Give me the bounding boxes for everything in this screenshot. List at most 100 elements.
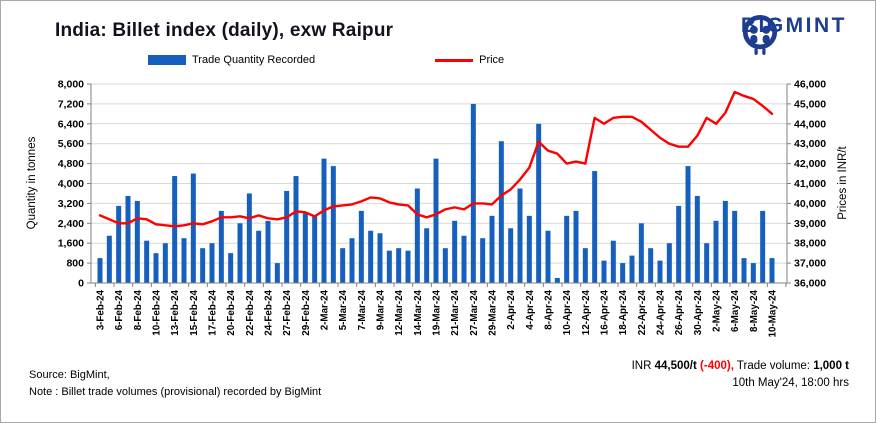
quantity-bar	[377, 233, 383, 283]
x-axis-label: 29-Mar-24	[488, 289, 499, 335]
quantity-bar	[470, 103, 476, 284]
legend-item-price: Price	[435, 54, 504, 66]
bigmint-logo: BIGMINT	[741, 14, 847, 55]
right-axis-tick-label: 42,000	[794, 158, 826, 170]
x-axis-label: 10-Apr-24	[562, 289, 573, 335]
x-axis-label: 8-Feb-24	[133, 289, 144, 330]
quantity-bar	[396, 248, 402, 283]
quantity-bar	[237, 223, 243, 283]
quantity-bar	[106, 235, 112, 283]
x-axis-label: 19-Mar-24	[432, 289, 443, 335]
quantity-bar	[414, 188, 420, 283]
quantity-bar	[312, 215, 318, 283]
x-axis-label: 13-Feb-24	[170, 289, 181, 335]
right-axis-tick-label: 41,000	[794, 178, 826, 190]
x-axis-label: 5-Mar-24	[338, 289, 349, 330]
quantity-bar	[573, 210, 579, 283]
x-axis-label: 15-Feb-24	[189, 289, 200, 335]
left-axis-tick-label: 1,600	[58, 238, 84, 250]
quantity-bar	[358, 210, 364, 283]
quantity-bar	[704, 243, 710, 283]
quantity-bar	[629, 255, 635, 283]
quantity-bar	[424, 228, 430, 283]
quantity-bar	[340, 248, 346, 283]
source-line: Source: BigMint,	[29, 369, 110, 381]
quantity-bar	[200, 248, 206, 283]
x-axis-label: 27-Feb-24	[282, 289, 293, 335]
left-axis-tick-label: 4,800	[58, 158, 84, 170]
x-axis-label: 21-Mar-24	[450, 289, 461, 335]
quantity-bar	[330, 166, 336, 283]
quantity-bar	[293, 176, 299, 283]
x-axis-label: 8-Apr-24	[544, 289, 555, 329]
x-axis-label: 10-Feb-24	[152, 289, 163, 335]
x-axis-label: 20-Feb-24	[226, 289, 237, 335]
right-axis-tick-label: 37,000	[794, 258, 826, 270]
x-axis-label: 6-Feb-24	[114, 289, 125, 330]
x-axis-label: 16-Apr-24	[600, 289, 611, 335]
x-axis-label: 18-Apr-24	[618, 289, 629, 335]
quantity-bar	[190, 173, 196, 283]
source-note: Source: BigMint, Note : Billet trade vol…	[29, 367, 321, 401]
quantity-bar	[722, 200, 728, 283]
quantity-bar	[582, 248, 588, 283]
right-axis-tick-label: 45,000	[794, 98, 826, 110]
x-axis-label: 22-Apr-24	[637, 289, 648, 335]
quantity-bar	[125, 195, 131, 283]
quantity-bar	[162, 243, 168, 283]
quantity-bar	[368, 230, 374, 283]
price-summary-line: INR 44,500/t (-400), Trade volume: 1,000…	[632, 358, 849, 375]
volume-label: Trade volume:	[736, 360, 810, 372]
legend-item-quantity: Trade Quantity Recorded	[148, 54, 315, 66]
quantity-bar	[153, 253, 159, 283]
x-axis-label: 24-Feb-24	[264, 289, 275, 335]
quantity-bar	[209, 243, 215, 283]
left-axis-tick-label: 0	[78, 278, 84, 290]
quantity-bar	[442, 248, 448, 283]
quantity-bar	[349, 238, 355, 283]
quantity-bar	[256, 230, 262, 283]
quantity-bar	[386, 250, 392, 283]
quantity-bar	[461, 235, 467, 283]
bigmint-logo-icon	[742, 15, 777, 55]
note-line: Note : Billet trade volumes (provisional…	[29, 386, 322, 398]
quantity-bar	[694, 195, 700, 283]
quantity-bar	[452, 220, 458, 283]
quantity-bar	[666, 243, 672, 283]
legend-bar-swatch-icon	[148, 55, 186, 65]
left-axis-tick-label: 7,200	[58, 98, 84, 110]
quantity-bar	[554, 278, 560, 283]
latest-price-summary: INR 44,500/t (-400), Trade volume: 1,000…	[632, 358, 849, 392]
quantity-bar	[498, 141, 504, 283]
x-axis-label: 27-Mar-24	[469, 289, 480, 335]
x-axis-label: 9-Mar-24	[376, 289, 387, 330]
left-axis-title: Quantity in tonnes	[26, 136, 38, 229]
quantity-bar	[741, 258, 747, 283]
left-axis-tick-label: 800	[66, 258, 84, 270]
x-axis-label: 8-May-24	[749, 289, 760, 331]
right-axis-tick-label: 46,000	[794, 79, 826, 91]
x-axis-label: 22-Feb-24	[245, 289, 256, 335]
quantity-bar	[648, 248, 654, 283]
quantity-bar	[760, 210, 766, 283]
x-axis-label: 2-Mar-24	[320, 289, 331, 330]
page-title: India: Billet index (daily), exw Raipur	[55, 20, 394, 41]
quantity-bar	[489, 215, 495, 283]
timestamp: 10th May'24, 18:00 hrs	[732, 377, 849, 389]
legend-quantity-label: Trade Quantity Recorded	[192, 54, 316, 66]
right-axis-tick-label: 38,000	[794, 238, 826, 250]
right-axis-tick-label: 36,000	[794, 278, 826, 290]
x-axis-label: 3-Feb-24	[96, 289, 107, 330]
latest-price: 44,500/t	[654, 360, 697, 372]
left-axis-tick-label: 8,000	[58, 79, 84, 91]
x-axis-label: 24-Apr-24	[656, 289, 667, 335]
x-axis-label: 2-May-24	[712, 289, 723, 331]
left-axis-tick-label: 5,600	[58, 138, 84, 150]
quantity-bar	[769, 258, 775, 283]
quantity-bar	[405, 250, 411, 283]
quantity-bar	[685, 166, 691, 283]
price-change: (-400),	[700, 360, 734, 372]
left-axis-tick-label: 3,200	[58, 198, 84, 210]
